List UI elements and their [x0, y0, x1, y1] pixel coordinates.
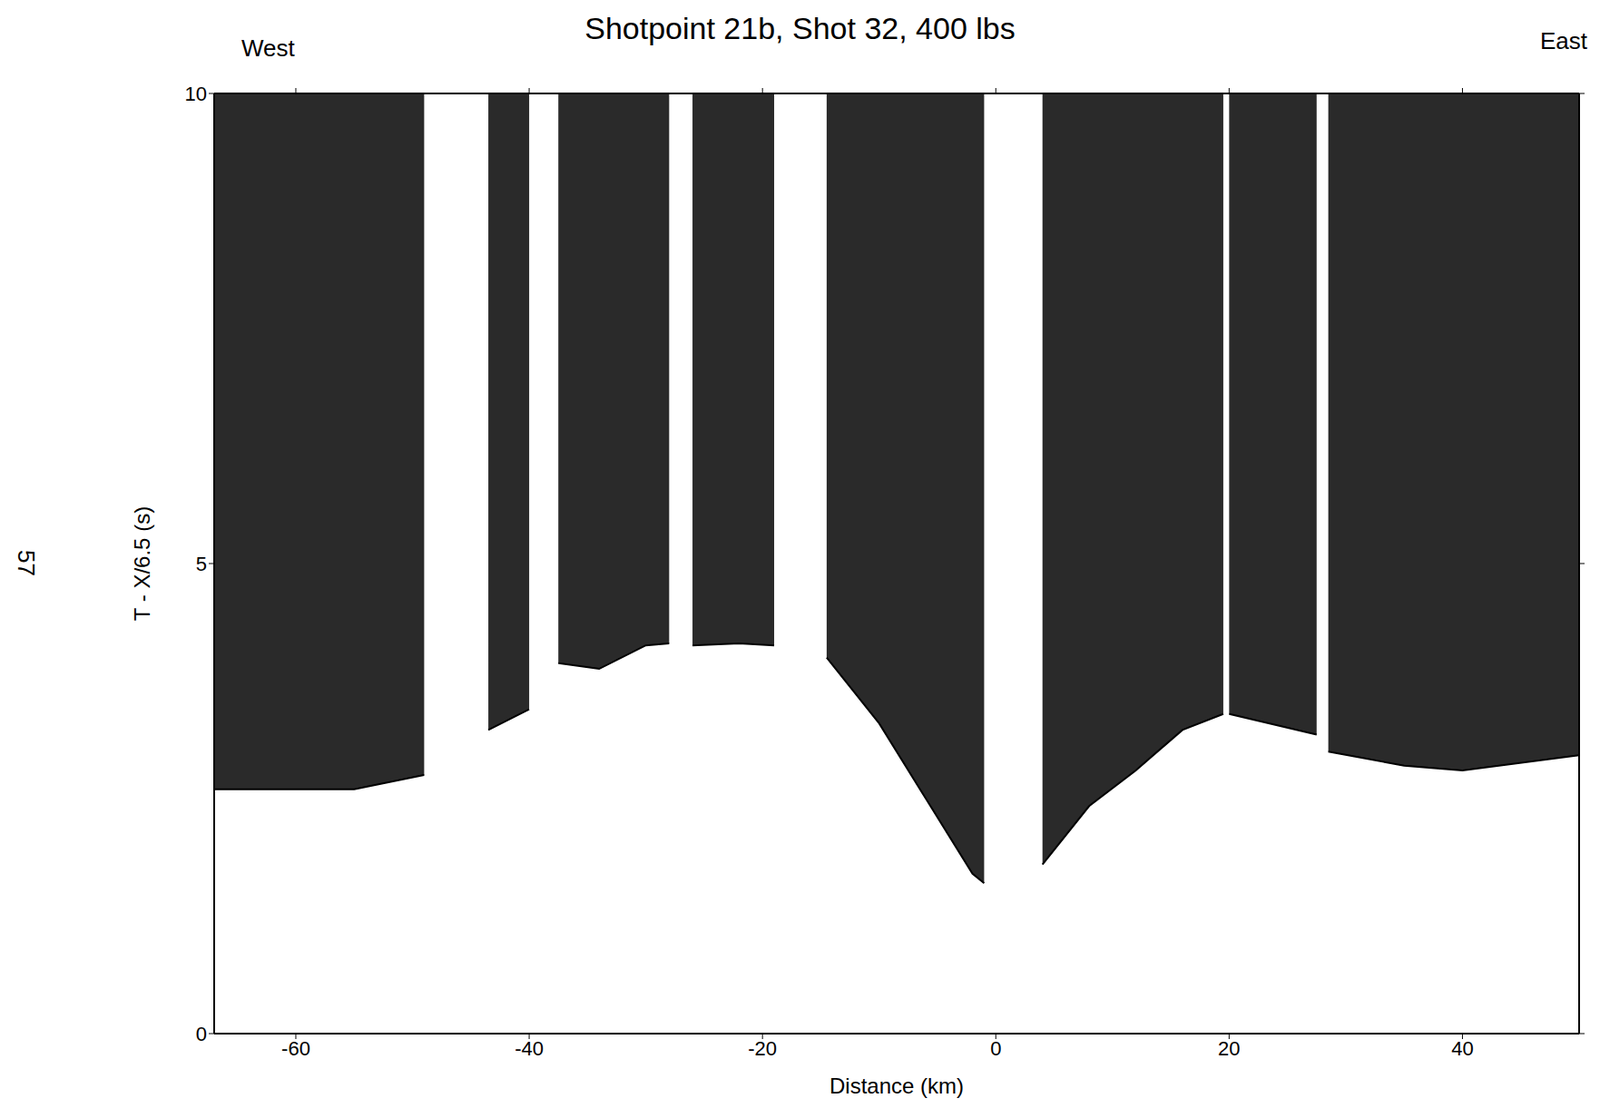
html-text:West: West — [241, 34, 295, 62]
svg-text:40: 40 — [1451, 1037, 1473, 1061]
svg-text:-40: -40 — [514, 1037, 544, 1061]
svg-text:0: 0 — [990, 1037, 1002, 1061]
html-text:East: East — [1540, 27, 1588, 55]
html-text:57: 57 — [12, 549, 40, 577]
svg-text:T - X/6.5 (s): T - X/6.5 (s) — [129, 506, 155, 621]
html-text:Shotpoint 21b, Shot 32, 400 lb: Shotpoint 21b, Shot 32, 400 lbs — [584, 10, 1016, 46]
svg-text:-20: -20 — [747, 1037, 777, 1061]
svg-text:0: 0 — [196, 1022, 207, 1046]
svg-text:Distance (km): Distance (km) — [829, 1073, 964, 1099]
svg-text:20: 20 — [1217, 1037, 1240, 1061]
svg-text:5: 5 — [196, 552, 207, 576]
svg-text:10: 10 — [185, 82, 207, 106]
svg-text:-60: -60 — [281, 1037, 311, 1061]
